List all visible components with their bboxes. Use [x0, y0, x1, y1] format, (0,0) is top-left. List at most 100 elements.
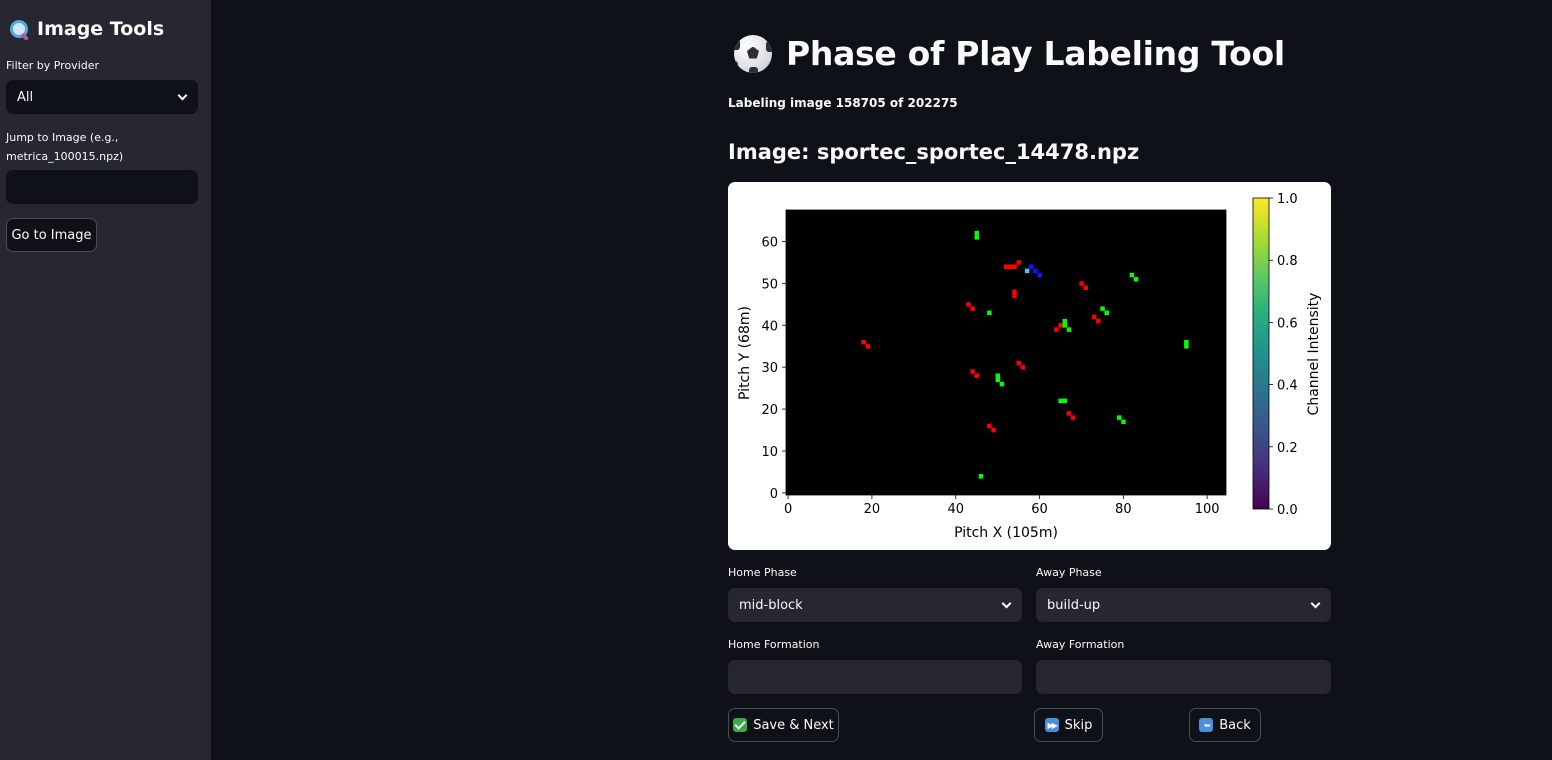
heatmap-cell — [978, 474, 984, 479]
save-next-label: Save & Next — [753, 717, 834, 733]
chevron-down-icon — [1310, 598, 1321, 608]
heatmap-cell — [970, 306, 975, 311]
heatmap-chart-card: 0 20 40 60 80 100 0 10 20 30 40 50 60 Pitch X (105m… — [728, 182, 1331, 550]
heatmap-cell — [1037, 272, 1042, 278]
heatmap-cell — [1079, 281, 1084, 286]
plot-area — [786, 210, 1226, 495]
x-tick-label: 60 — [1031, 502, 1048, 517]
home-phase-label: Home Phase — [728, 566, 797, 579]
colorbar-label: Channel Intensity — [1306, 293, 1322, 416]
y-tick-label: 60 — [761, 235, 778, 250]
heatmap-cell — [1117, 415, 1122, 420]
skip-button[interactable]: ▶▶ Skip — [1034, 708, 1103, 742]
colorbar-tick-label: 0.0 — [1277, 503, 1298, 518]
back-button[interactable]: ⬅ Back — [1189, 708, 1261, 742]
image-heading: Image: sportec_sportec_14478.npz — [728, 140, 1140, 164]
jump-label-line2: metrica_100015.npz) — [6, 150, 124, 163]
heatmap-cell — [974, 230, 980, 236]
heatmap-cell — [865, 344, 871, 349]
colorbar-tick-label: 0.2 — [1277, 441, 1298, 456]
colorbar-tick-label: 0.8 — [1277, 254, 1298, 269]
sidebar-title-text: Image Tools — [37, 18, 165, 40]
y-axis-label: Pitch Y (68m) — [737, 306, 753, 400]
heatmap-cell — [1058, 323, 1063, 328]
colorbar-tick-label: 1.0 — [1277, 192, 1298, 207]
heatmap-cell — [1083, 285, 1089, 290]
heatmap-cell — [987, 423, 992, 429]
away-formation-input[interactable] — [1036, 660, 1331, 694]
heatmap-cell — [995, 373, 1001, 378]
y-tick-label: 20 — [761, 403, 778, 418]
heatmap-cell — [1016, 260, 1021, 265]
heatmap-cell — [991, 427, 996, 433]
home-phase-select[interactable]: mid-block — [728, 588, 1022, 622]
heatmap-chart: 0 20 40 60 80 100 0 10 20 30 40 50 60 Pitch X (105m… — [737, 192, 1322, 541]
x-tick-label: 40 — [947, 502, 964, 517]
go-to-image-button[interactable]: Go to Image — [6, 218, 97, 252]
heatmap-cell — [1024, 268, 1030, 274]
chevron-down-icon — [1001, 598, 1012, 608]
heatmap-cell — [1054, 327, 1059, 332]
heatmap-cell — [995, 377, 1001, 383]
heatmap-cell — [974, 373, 980, 378]
page-title: Phase of Play Labeling Tool — [734, 34, 1285, 73]
back-arrow-icon: ⬅ — [1199, 718, 1214, 732]
heatmap-cell — [974, 235, 980, 240]
away-phase-label: Away Phase — [1036, 566, 1102, 579]
jump-to-image-input[interactable] — [6, 170, 198, 204]
colorbar-tick-label: 0.4 — [1277, 379, 1298, 394]
heatmap-cell — [1062, 323, 1068, 328]
heatmap-cell — [1100, 306, 1105, 311]
away-formation-label: Away Formation — [1036, 638, 1125, 651]
y-tick-label: 30 — [761, 361, 778, 376]
heatmap-cell — [1016, 360, 1021, 366]
heatmap-cell — [1184, 344, 1189, 349]
magnifying-glass-icon — [8, 18, 30, 40]
x-tick-label: 100 — [1195, 502, 1220, 517]
skip-forward-icon: ▶▶ — [1044, 718, 1059, 732]
back-label: Back — [1219, 717, 1251, 733]
heatmap-cell — [1091, 314, 1097, 320]
sidebar-title: Image Tools — [8, 18, 164, 40]
heatmap-cell — [999, 381, 1005, 387]
x-axis-label: Pitch X (105m) — [954, 525, 1058, 541]
heatmap-cell — [1058, 398, 1063, 404]
x-tick-label: 0 — [784, 502, 792, 517]
check-mark-icon — [733, 718, 748, 732]
heatmap-cell — [861, 339, 866, 345]
skip-label: Skip — [1064, 717, 1093, 733]
page-title-text: Phase of Play Labeling Tool — [786, 34, 1285, 73]
heatmap-cell — [1070, 415, 1076, 420]
heatmap-cell — [987, 310, 992, 316]
home-formation-label: Home Formation — [728, 638, 820, 651]
home-phase-value: mid-block — [739, 597, 803, 613]
filter-provider-select[interactable]: All — [6, 80, 198, 114]
progress-text: Labeling image 158705 of 202275 — [728, 96, 958, 110]
colorbar — [1252, 197, 1270, 510]
heatmap-cell — [1020, 365, 1026, 370]
heatmap-cell — [1012, 289, 1017, 295]
heatmap-cell — [1066, 411, 1072, 416]
heatmap-cell — [1104, 310, 1109, 316]
plot-frame — [785, 209, 1227, 496]
sidebar: Image Tools Filter by Provider All Jump … — [0, 0, 211, 760]
colorbar-tick-label: 0.6 — [1277, 316, 1298, 331]
x-tick-label: 20 — [864, 502, 881, 517]
y-tick-label: 0 — [770, 487, 778, 502]
heatmap-cell — [1129, 272, 1135, 278]
soccer-ball-icon — [734, 34, 772, 73]
heatmap-cell — [1184, 339, 1189, 345]
home-formation-input[interactable] — [728, 660, 1022, 694]
filter-provider-label: Filter by Provider — [6, 59, 100, 72]
heatmap-cell — [1066, 327, 1072, 332]
away-phase-select[interactable]: build-up — [1036, 588, 1331, 622]
jump-to-image-label: Jump to Image (e.g., metrica_100015.npz) — [6, 128, 123, 166]
heatmap-cell — [1121, 419, 1126, 425]
chevron-down-icon — [177, 90, 188, 100]
filter-provider-value: All — [17, 89, 34, 105]
heatmap-cell — [970, 369, 975, 374]
save-next-button[interactable]: Save & Next — [728, 708, 839, 742]
y-tick-label: 50 — [761, 277, 778, 292]
jump-label-line1: Jump to Image (e.g., — [6, 131, 119, 144]
x-tick-label: 80 — [1115, 502, 1132, 517]
